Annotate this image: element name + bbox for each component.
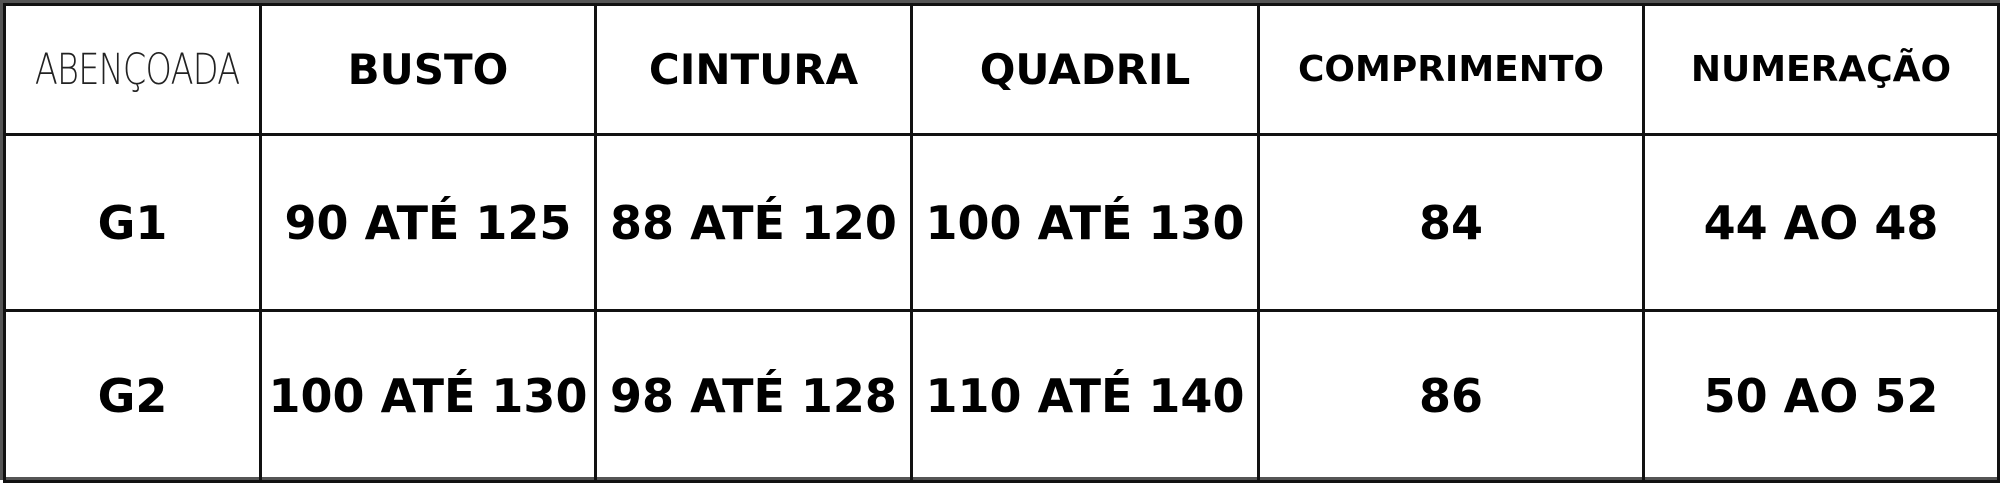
- header-row: ABENÇOADA BUSTO CINTURA QUADRIL COMPRIME…: [3, 3, 2000, 136]
- header-comprimento: COMPRIMENTO: [1257, 3, 1645, 136]
- cell-busto: 90 ATÉ 125: [259, 133, 597, 312]
- size-label: G2: [3, 309, 262, 483]
- cell-comprimento: 86: [1257, 309, 1645, 483]
- cell-cintura: 88 ATÉ 120: [594, 133, 913, 312]
- table-row: G2 100 ATÉ 130 98 ATÉ 128 110 ATÉ 140 86…: [3, 309, 2000, 483]
- header-quadril: QUADRIL: [910, 3, 1260, 136]
- cell-comprimento: 84: [1257, 133, 1645, 312]
- size-table: ABENÇOADA BUSTO CINTURA QUADRIL COMPRIME…: [3, 3, 2000, 483]
- cell-numeracao: 44 AO 48: [1642, 133, 2000, 312]
- cell-busto: 100 ATÉ 130: [259, 309, 597, 483]
- cell-quadril: 100 ATÉ 130: [910, 133, 1260, 312]
- cell-numeracao: 50 AO 52: [1642, 309, 2000, 483]
- size-label: G1: [3, 133, 262, 312]
- brand-logo-cell: ABENÇOADA: [3, 3, 262, 136]
- table-row: G1 90 ATÉ 125 88 ATÉ 120 100 ATÉ 130 84 …: [3, 133, 2000, 312]
- brand-logo: ABENÇOADA: [34, 44, 240, 95]
- cell-quadril: 110 ATÉ 140: [910, 309, 1260, 483]
- cell-cintura: 98 ATÉ 128: [594, 309, 913, 483]
- header-cintura: CINTURA: [594, 3, 913, 136]
- header-busto: BUSTO: [259, 3, 597, 136]
- header-numeracao: NUMERAÇÃO: [1642, 3, 2000, 136]
